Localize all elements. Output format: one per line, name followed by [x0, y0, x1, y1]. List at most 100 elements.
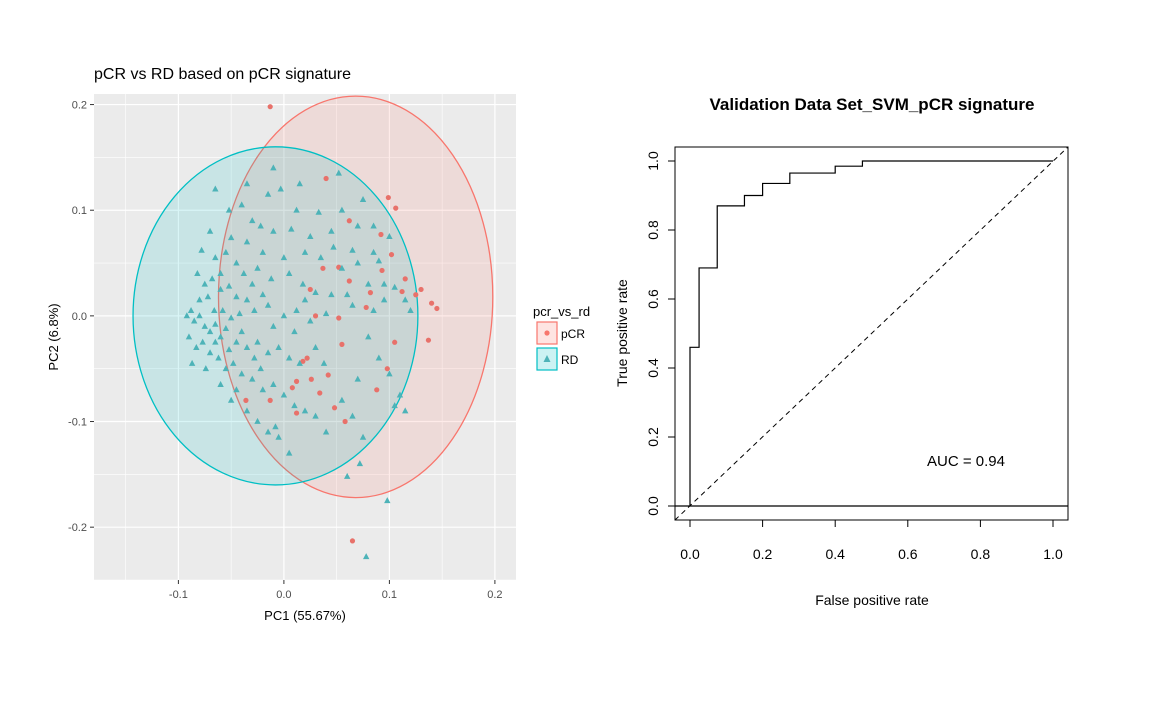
point-rd: [285, 354, 293, 361]
point-rd: [354, 375, 361, 382]
roc-chart: Validation Data Set_SVM_pCR signature 0.…: [614, 95, 1069, 608]
point-rd: [288, 225, 295, 232]
point-rd: [206, 328, 214, 335]
point-rd: [338, 206, 346, 213]
roc-y-tick-label: 0.2: [645, 427, 661, 447]
point-rd: [225, 206, 233, 213]
pca-y-tick-label: 0.1: [72, 205, 87, 217]
point-rd: [270, 227, 277, 234]
pca-x-axis: -0.1 0.0 0.1 0.2: [169, 580, 503, 601]
point-pcr: [349, 538, 356, 544]
point-rd: [354, 259, 361, 266]
pca-y-tick-label: -0.2: [68, 522, 87, 534]
point-pcr: [346, 278, 352, 284]
legend-label-pcr: pCR: [561, 327, 585, 341]
auc-annotation: AUC = 0.94: [927, 453, 1005, 470]
pca-x-tick-label: 0.1: [382, 589, 397, 601]
point-rd: [249, 280, 256, 287]
point-rd: [370, 222, 377, 229]
pca-x-tick-label: 0.2: [487, 589, 502, 601]
point-rd: [198, 246, 205, 253]
point-rd: [365, 333, 372, 340]
point-rd: [386, 370, 393, 377]
point-rd: [391, 283, 398, 290]
point-rd: [275, 343, 282, 350]
point-rd: [196, 296, 203, 303]
point-rd: [307, 317, 314, 324]
roc-y-label: True positive rate: [614, 279, 630, 387]
point-rd: [238, 328, 245, 335]
point-rd: [212, 254, 219, 261]
point-rd: [359, 433, 367, 440]
point-pcr: [374, 387, 380, 393]
point-rd: [268, 275, 275, 282]
point-rd: [238, 370, 245, 377]
point-rd: [222, 324, 230, 331]
point-pcr: [304, 355, 310, 361]
point-rd: [259, 248, 266, 255]
point-rd: [285, 270, 293, 277]
point-pcr: [418, 286, 424, 293]
point-rd: [293, 306, 300, 313]
point-rd: [222, 248, 230, 255]
point-rd: [365, 280, 372, 287]
point-pcr: [243, 397, 249, 403]
point-rd: [330, 243, 337, 250]
roc-x-label: False positive rate: [815, 592, 929, 608]
point-rd: [296, 359, 303, 366]
point-rd: [201, 280, 208, 287]
point-rd: [217, 285, 224, 292]
roc-x-axis: 0.0 0.2 0.4 0.6 0.8 1.0: [680, 520, 1063, 562]
point-rd: [328, 291, 335, 298]
point-rd: [301, 296, 309, 303]
roc-x-tick-label: 0.0: [680, 546, 700, 562]
point-rd: [217, 270, 224, 277]
roc-y-tick-label: 0.6: [645, 289, 661, 309]
point-rd: [215, 354, 222, 361]
roc-x-tick-label: 1.0: [1043, 546, 1063, 562]
ellipse-pcr: [217, 95, 494, 499]
point-rd: [202, 365, 210, 372]
legend-label-rd: RD: [561, 353, 579, 367]
point-rd: [254, 264, 261, 271]
point-rd: [212, 320, 219, 327]
point-rd: [380, 280, 388, 287]
roc-curve: [689, 160, 1053, 506]
roc-plot-box: [674, 146, 1069, 521]
point-rd: [362, 553, 370, 560]
point-rd: [243, 343, 251, 350]
pca-y-tick-label: 0.2: [72, 100, 87, 112]
point-rd: [380, 296, 388, 303]
point-rd: [217, 380, 224, 387]
roc-y-tick-label: 0.0: [645, 496, 661, 516]
point-rd: [291, 328, 298, 335]
point-rd: [254, 338, 261, 345]
point-rd: [349, 412, 356, 419]
roc-x-tick-label: 0.6: [898, 546, 918, 562]
point-pcr: [392, 339, 398, 345]
pca-legend: pcr_vs_rd pCR RD: [533, 304, 590, 371]
point-pcr: [367, 290, 374, 296]
pca-panel: [94, 94, 516, 580]
point-pcr: [346, 218, 352, 224]
roc-lines: [674, 146, 1069, 521]
point-rd: [344, 472, 351, 479]
point-rd: [264, 349, 272, 356]
roc-x-tick-label: 0.8: [971, 546, 991, 562]
point-rd: [280, 391, 288, 398]
pca-ellipses: [132, 95, 494, 499]
point-rd: [312, 412, 319, 419]
point-rd: [349, 301, 356, 308]
point-pcr: [320, 265, 326, 271]
point-pcr: [293, 378, 300, 384]
roc-x-tick-label: 0.4: [825, 546, 845, 562]
point-pcr: [336, 315, 342, 321]
point-rd: [243, 407, 251, 414]
point-rd: [296, 180, 303, 187]
point-pcr: [289, 385, 295, 391]
pca-points: [183, 104, 440, 560]
point-rd: [280, 312, 288, 319]
point-rd: [217, 333, 224, 340]
point-rd: [199, 338, 206, 345]
point-pcr: [434, 305, 440, 312]
